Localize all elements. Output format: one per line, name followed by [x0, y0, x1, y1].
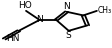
- Text: HN: HN: [6, 34, 20, 43]
- Text: CH₃: CH₃: [97, 6, 111, 15]
- Text: HO: HO: [18, 1, 32, 10]
- Text: N: N: [36, 15, 43, 24]
- Text: N: N: [63, 2, 69, 11]
- Text: S: S: [65, 31, 71, 40]
